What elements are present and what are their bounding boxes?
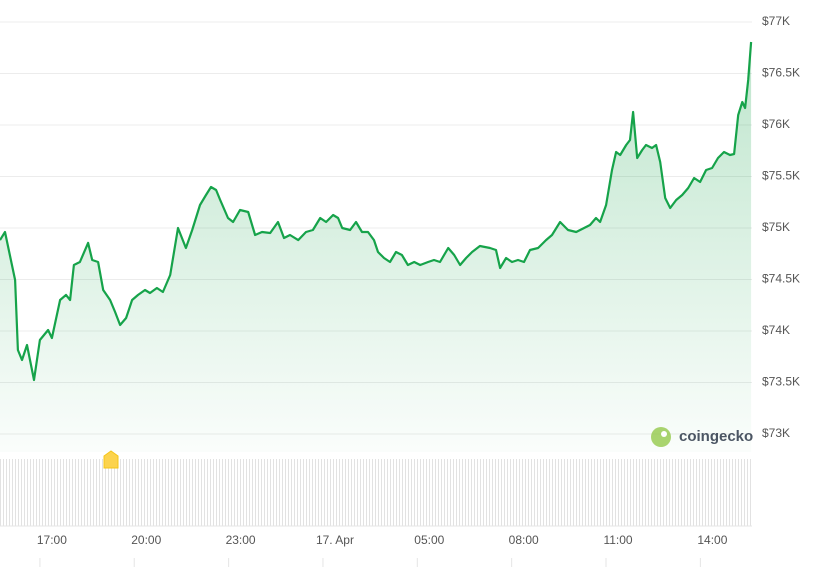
y-tick-label: $75K (762, 220, 790, 234)
volume-bars (0, 459, 752, 526)
y-tick-label: $75.5K (762, 169, 800, 183)
event-marker (103, 450, 119, 469)
x-tick-label: 14:00 (697, 533, 727, 547)
y-tick-label: $76K (762, 117, 790, 131)
x-tick-label: 20:00 (131, 533, 161, 547)
y-tick-label: $74K (762, 323, 790, 337)
y-tick-label: $74.5K (762, 272, 800, 286)
watermark-text: coingecko (679, 428, 753, 445)
price-line (0, 41, 753, 382)
y-tick-label: $76.5K (762, 66, 800, 80)
y-tick-label: $77K (762, 14, 790, 28)
y-tick-label: $73K (762, 426, 790, 440)
x-tick-label: 17. Apr (316, 533, 354, 547)
x-tick-label: 17:00 (37, 533, 67, 547)
x-tick-label: 08:00 (509, 533, 539, 547)
watermark: coingecko (651, 427, 753, 447)
x-tick-label: 05:00 (414, 533, 444, 547)
x-tick-label: 11:00 (603, 533, 632, 547)
x-tick-label: 23:00 (226, 533, 256, 547)
y-tick-label: $73.5K (762, 375, 800, 389)
